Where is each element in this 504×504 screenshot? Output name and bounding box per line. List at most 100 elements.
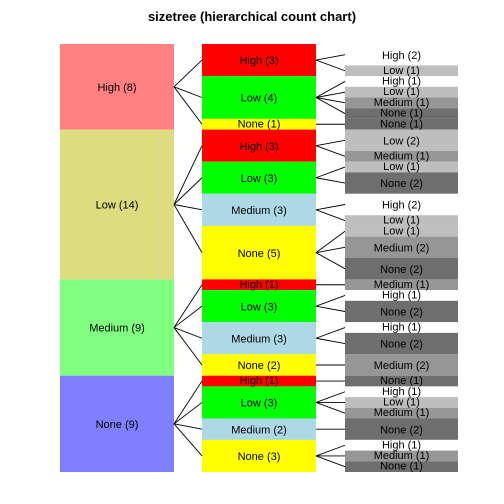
connector-line	[173, 380, 203, 425]
level3-label: None (1)	[380, 375, 423, 387]
connector-line	[173, 177, 203, 205]
connector-line	[173, 86, 203, 98]
connector-line	[315, 209, 346, 221]
connector-line	[315, 246, 346, 254]
chart-connector-lines	[173, 54, 346, 468]
connector-line	[173, 145, 203, 205]
connector-line	[315, 230, 346, 254]
connector-line	[173, 327, 203, 366]
level2-box	[202, 76, 316, 119]
connector-line	[315, 444, 346, 457]
level3-box	[345, 215, 458, 226]
level2-box	[202, 354, 316, 376]
level3-label: Medium (2)	[374, 360, 430, 372]
connector-line	[315, 91, 346, 98]
level3-label: High (1)	[382, 289, 421, 301]
level2-box	[202, 44, 316, 77]
connector-line	[173, 284, 203, 328]
level3-box	[345, 279, 458, 291]
level3-label: High (1)	[382, 439, 421, 451]
level3-label: Medium (2)	[374, 242, 430, 254]
connector-line	[315, 252, 346, 270]
level2-box	[202, 118, 316, 130]
level3-box	[345, 65, 458, 77]
connector-line	[315, 97, 346, 114]
level3-box	[345, 322, 458, 333]
level1-label: None (9)	[96, 419, 139, 431]
level2-label: Medium (2)	[231, 424, 287, 436]
level3-label: None (1)	[380, 461, 423, 473]
level3-box	[345, 193, 458, 216]
connector-line	[173, 86, 203, 125]
connector-line	[315, 337, 346, 345]
level2-box	[202, 193, 316, 226]
connector-line	[315, 455, 346, 468]
level2-box	[202, 290, 316, 323]
level3-box	[345, 375, 458, 387]
level2-label: High (1)	[239, 375, 278, 387]
level3-label: High (2)	[382, 200, 421, 212]
level1-label: High (8)	[97, 82, 136, 94]
level2-box	[202, 418, 316, 440]
connector-line	[173, 423, 203, 457]
level3-label: High (1)	[382, 322, 421, 334]
level2-box	[202, 375, 316, 387]
connector-line	[315, 139, 346, 147]
level3-box	[345, 108, 458, 119]
level2-box	[202, 129, 316, 162]
level3-label: None (2)	[380, 264, 423, 276]
level3-label: Medium (1)	[374, 450, 430, 462]
level3-box	[345, 397, 458, 408]
connector-line	[315, 402, 346, 414]
connector-line	[173, 204, 203, 253]
level3-label: None (2)	[380, 178, 423, 190]
level2-box	[202, 322, 316, 355]
level3-box	[345, 439, 458, 451]
level3-label: None (1)	[380, 118, 423, 130]
chart-title: sizetree (hierarchical count chart)	[148, 9, 356, 24]
level3-label: None (1)	[380, 108, 423, 120]
level1-box	[60, 129, 174, 280]
level3-box	[345, 44, 458, 66]
level2-label: Low (4)	[241, 93, 278, 105]
level3-box	[345, 118, 458, 130]
connector-line	[315, 81, 346, 98]
connector-line	[315, 145, 346, 157]
level3-label: Low (1)	[383, 215, 420, 227]
level2-label: High (3)	[239, 55, 278, 67]
level1-label: Low (14)	[96, 200, 139, 212]
connector-line	[315, 177, 346, 184]
level3-label: Low (1)	[383, 65, 420, 77]
level3-box	[345, 418, 458, 440]
level3-box	[345, 407, 458, 419]
connector-line	[315, 166, 346, 179]
level2-label: High (3)	[239, 141, 278, 153]
level2-box	[202, 225, 316, 280]
connector-line	[315, 204, 346, 211]
connector-line	[315, 54, 346, 61]
level1-box	[60, 375, 174, 472]
level3-label: High (1)	[382, 75, 421, 87]
level1-label: Medium (9)	[89, 323, 145, 335]
level2-box	[202, 279, 316, 291]
level3-box	[345, 97, 458, 109]
level3-label: None (2)	[380, 307, 423, 319]
connector-line	[173, 59, 203, 88]
level3-label: Low (1)	[383, 225, 420, 237]
level3-label: Low (2)	[383, 135, 420, 147]
level2-label: None (5)	[238, 248, 281, 260]
level3-box	[345, 354, 458, 376]
level3-box	[345, 129, 458, 151]
level3-label: High (2)	[382, 50, 421, 62]
level3-box	[345, 386, 458, 398]
connector-line	[315, 327, 346, 339]
level3-box	[345, 172, 458, 194]
level3-label: Medium (1)	[374, 150, 430, 162]
level3-label: Low (1)	[383, 161, 420, 173]
level2-label: Low (3)	[241, 398, 278, 410]
level3-label: Low (1)	[383, 396, 420, 408]
level3-box	[345, 86, 458, 98]
level3-box	[345, 225, 458, 237]
level2-box	[202, 439, 316, 472]
connector-line	[315, 97, 346, 104]
